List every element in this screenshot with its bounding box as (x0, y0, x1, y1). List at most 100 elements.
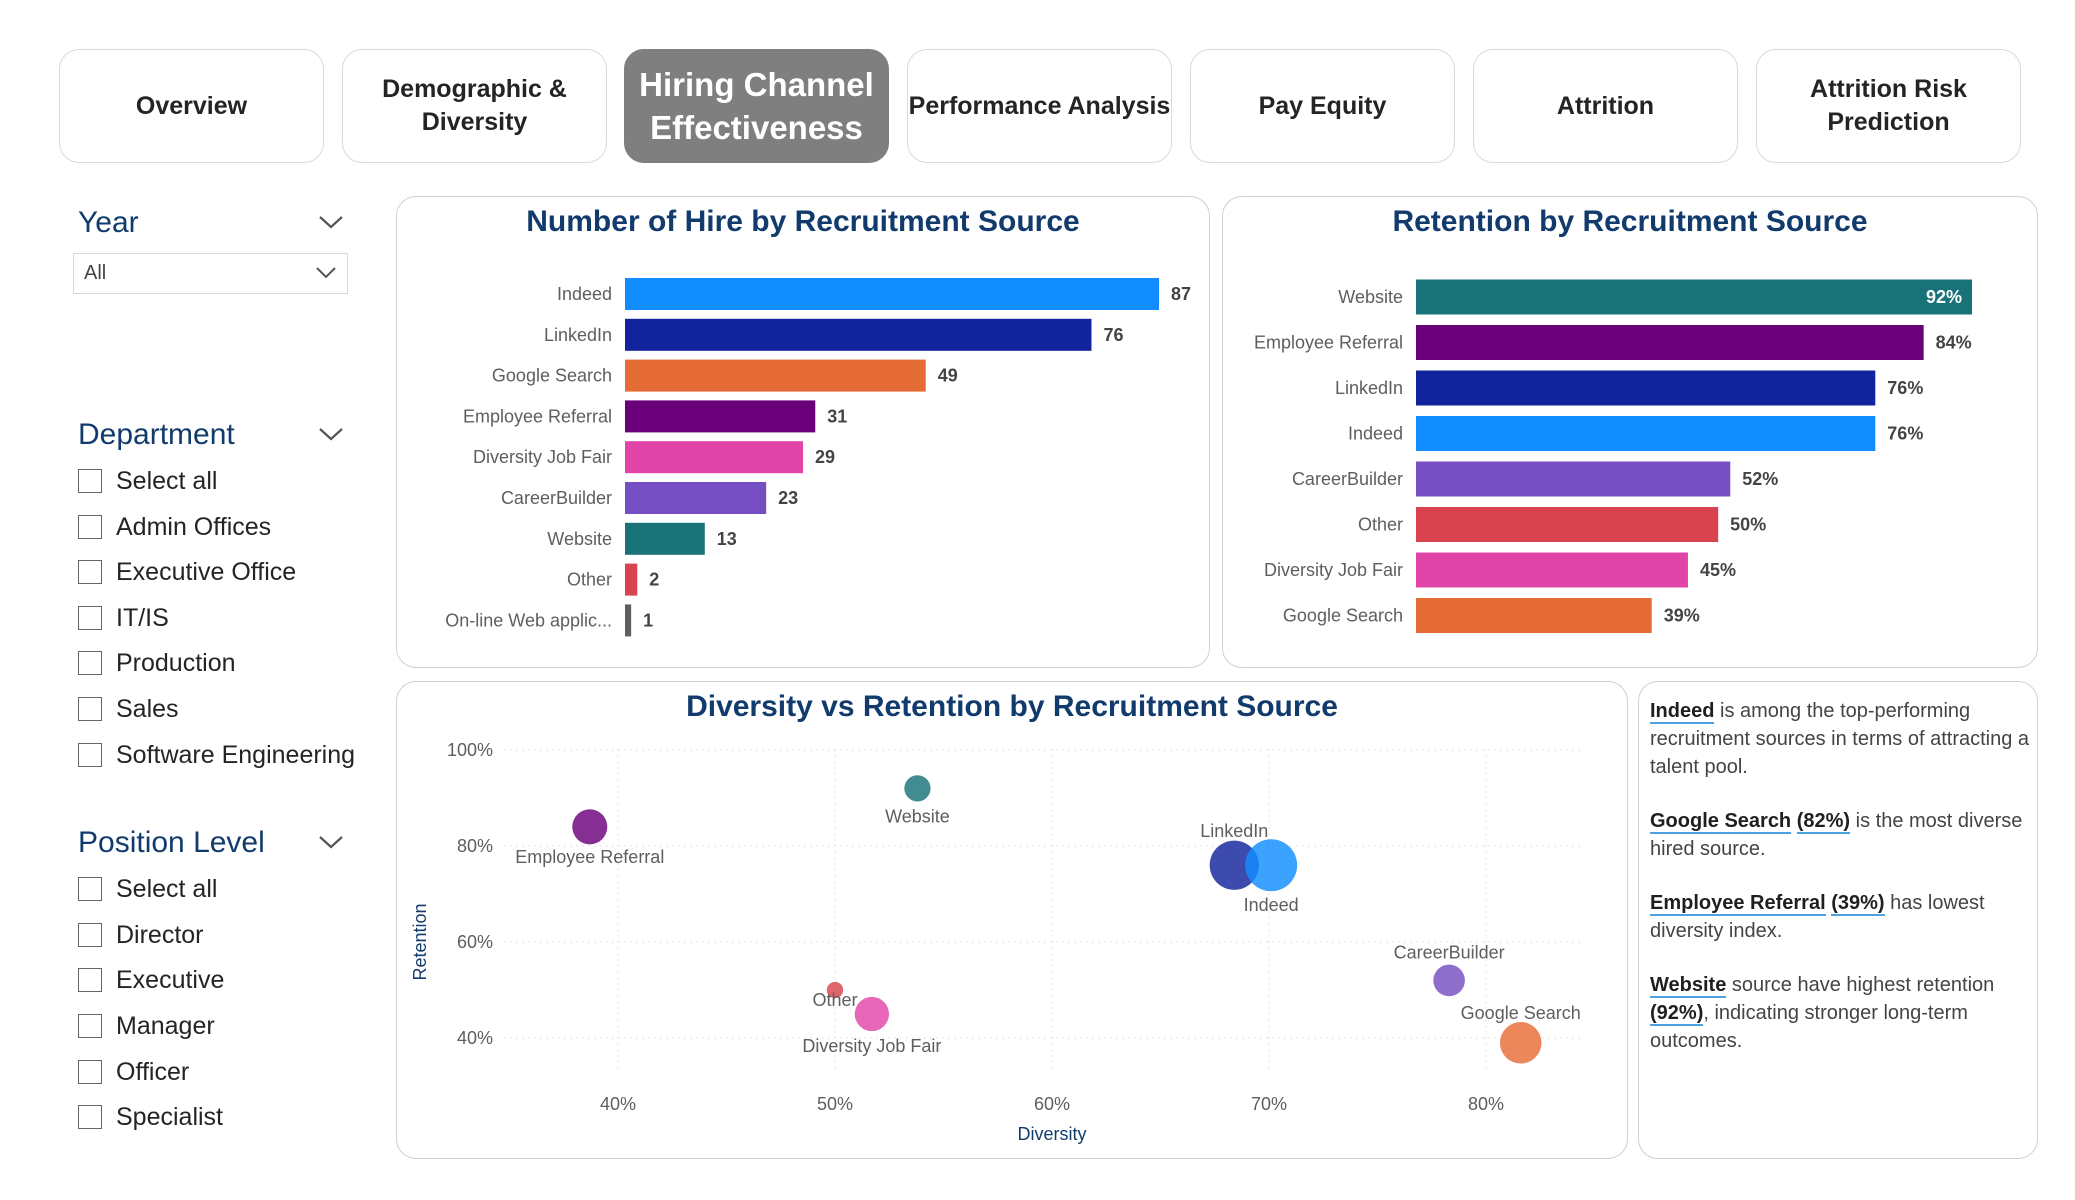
tab-overview[interactable]: Overview (59, 49, 324, 163)
data-label-employee-referral: 84% (1936, 333, 1972, 353)
checkbox[interactable] (78, 697, 102, 721)
scatter-chart-title: Diversity vs Retention by Recruitment So… (686, 690, 1338, 723)
insight-highlight: Indeed (1650, 700, 1715, 724)
bar-careerbuilder[interactable] (625, 482, 767, 514)
insight-highlight: Website (1650, 974, 1727, 998)
checkbox[interactable] (78, 923, 102, 947)
point-label-google-search: Google Search (1461, 1003, 1581, 1023)
tab-pay-equity[interactable]: Pay Equity (1190, 49, 1455, 163)
year-dropdown-value: All (84, 262, 107, 284)
point-other[interactable] (826, 981, 844, 999)
point-linkedin[interactable] (1209, 840, 1259, 890)
option-label: Sales (116, 694, 179, 723)
point-diversity-job-fair[interactable] (854, 996, 890, 1032)
checkbox[interactable] (78, 515, 102, 539)
category-label-careerbuilder: CareerBuilder (1292, 469, 1403, 489)
y-tick-label: 100% (447, 740, 493, 760)
data-label-on-line-web-applic: 1 (643, 610, 653, 630)
bar-indeed[interactable] (625, 278, 1159, 310)
position-option-director[interactable]: Director (78, 919, 204, 951)
bar-google-search[interactable] (625, 359, 926, 392)
option-label: Software Engineering (116, 740, 356, 769)
checkbox[interactable] (78, 877, 102, 901)
data-label-linkedin: 76 (1103, 325, 1123, 345)
department-option-software-engineering[interactable]: Software Engineering (78, 739, 355, 771)
bar-linkedin[interactable] (1416, 370, 1876, 406)
checkbox[interactable] (78, 1014, 102, 1038)
chevron-down-icon[interactable] (318, 424, 344, 444)
bar-website[interactable] (625, 522, 705, 555)
insights-text: Indeed is among the top-performing recru… (1650, 697, 2040, 1081)
y-tick-label: 80% (457, 836, 493, 856)
data-label-indeed: 87 (1171, 284, 1191, 304)
department-option-sales[interactable]: Sales (78, 693, 179, 725)
point-employee-referral[interactable] (572, 809, 608, 845)
tab-hiring-channel-effectiveness[interactable]: Hiring Channel Effectiveness (624, 49, 889, 163)
category-label-indeed: Indeed (1348, 424, 1403, 444)
point-careerbuilder[interactable] (1433, 964, 1465, 997)
point-google-search[interactable] (1499, 1022, 1542, 1064)
position-option-select-all[interactable]: Select all (78, 873, 217, 905)
bar-diversity-job-fair[interactable] (1416, 552, 1688, 588)
department-option-executive-office[interactable]: Executive Office (78, 556, 296, 588)
y-tick-label: 60% (457, 932, 493, 952)
tab-attrition-risk-prediction[interactable]: Attrition Risk Prediction (1756, 49, 2021, 163)
tab-attrition[interactable]: Attrition (1473, 49, 1738, 163)
bar-linkedin[interactable] (625, 318, 1092, 351)
bar-diversity-job-fair[interactable] (625, 441, 803, 474)
category-label-diversity-job-fair: Diversity Job Fair (473, 447, 612, 467)
chevron-down-icon[interactable] (318, 212, 344, 232)
option-label: Select all (116, 874, 218, 903)
bar-employee-referral[interactable] (625, 400, 816, 433)
department-option-admin-offices[interactable]: Admin Offices (78, 511, 271, 543)
x-tick-label: 70% (1251, 1094, 1287, 1114)
retention-chart-card: Retention by Recruitment Source Website 9… (1222, 196, 2038, 668)
checkbox[interactable] (78, 651, 102, 675)
department-slicer-title: Department (78, 418, 235, 451)
option-label: Executive Office (116, 557, 297, 586)
position-option-specialist[interactable]: Specialist (78, 1101, 223, 1133)
department-option-it-is[interactable]: IT/IS (78, 602, 169, 634)
insight-text (1791, 810, 1797, 832)
position-option-executive[interactable]: Executive (78, 964, 224, 996)
department-option-select-all[interactable]: Select all (78, 465, 217, 497)
option-label: Production (116, 648, 236, 677)
checkbox[interactable] (78, 606, 102, 630)
checkbox[interactable] (78, 743, 102, 767)
data-label-diversity-job-fair: 45% (1700, 560, 1736, 580)
point-website[interactable] (904, 775, 931, 802)
bar-employee-referral[interactable] (1416, 325, 1924, 360)
checkbox[interactable] (78, 560, 102, 584)
point-label-website: Website (885, 806, 950, 826)
x-tick-label: 50% (817, 1094, 853, 1114)
category-label-employee-referral: Employee Referral (463, 406, 612, 426)
bar-google-search[interactable] (1416, 598, 1652, 633)
position-option-officer[interactable]: Officer (78, 1056, 189, 1088)
checkbox[interactable] (78, 968, 102, 992)
bar-on-line-web-applic[interactable] (625, 604, 632, 637)
x-axis-title: Diversity (1017, 1124, 1086, 1144)
option-label: Select all (116, 466, 218, 495)
bar-website[interactable] (1416, 279, 1972, 315)
bar-careerbuilder[interactable] (1416, 461, 1731, 497)
chevron-down-icon[interactable] (318, 832, 344, 852)
x-tick-label: 40% (600, 1094, 636, 1114)
bar-other[interactable] (1416, 507, 1719, 542)
point-indeed[interactable] (1245, 839, 1298, 892)
checkbox[interactable] (78, 1060, 102, 1084)
tab-demographic-diversity[interactable]: Demographic & Diversity (342, 49, 607, 163)
year-dropdown[interactable]: All (73, 253, 348, 294)
bar-indeed[interactable] (1416, 416, 1876, 451)
tab-performance-analysis[interactable]: Performance Analysis (907, 49, 1172, 163)
bar-other[interactable] (625, 563, 638, 596)
category-label-linkedin: LinkedIn (544, 325, 612, 345)
checkbox[interactable] (78, 1105, 102, 1129)
department-option-production[interactable]: Production (78, 647, 236, 679)
position-option-manager[interactable]: Manager (78, 1010, 215, 1042)
checkbox[interactable] (78, 469, 102, 493)
hires-bar-chart: Indeed 87 LinkedIn 76 Google Search 49 Employe… (445, 278, 1191, 637)
point-label-other: Other (812, 990, 857, 1010)
category-label-diversity-job-fair: Diversity Job Fair (1264, 560, 1403, 580)
retention-bar-chart: Website 92% Employee Referral 84% LinkedIn 76… (1254, 279, 1972, 633)
insight-2: Google Search (82%) is the most diverse … (1650, 807, 2040, 863)
